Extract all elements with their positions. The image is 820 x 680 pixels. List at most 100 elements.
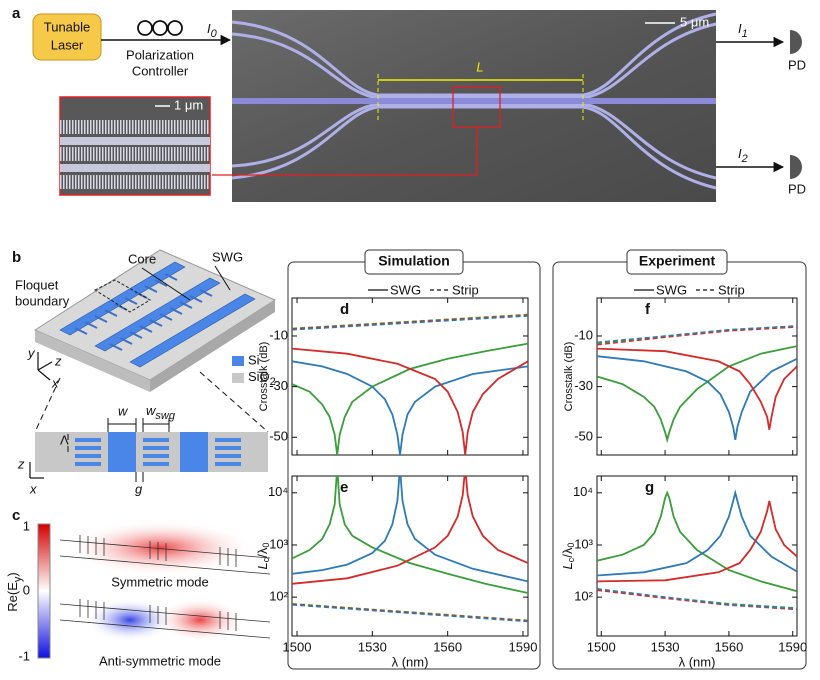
boundary-label: Floquet (15, 277, 59, 292)
series-line (597, 345, 797, 444)
y-tick-label: 10² (269, 589, 288, 604)
series-line (597, 489, 797, 577)
colorbar-end: ) (5, 572, 20, 576)
axis-label: z (54, 353, 62, 368)
y-tick-label: 10⁴ (573, 484, 593, 499)
colorbar (37, 523, 51, 659)
y-tick-label: -10 (574, 327, 593, 342)
panel-letter: a (12, 5, 21, 22)
legend-label: Strip (718, 282, 745, 297)
panel-letter: b (12, 249, 21, 266)
y-axis-label-part: c (261, 557, 271, 562)
mode-label: Symmetric mode (111, 574, 209, 589)
gap-label: g (135, 481, 143, 496)
series-line (597, 355, 797, 440)
detector (790, 155, 802, 179)
detector (790, 30, 802, 54)
x-tick-label: 1500 (587, 639, 616, 654)
y-axis-label: Crosstalk (dB) (563, 342, 575, 412)
series-line (597, 500, 797, 583)
y-tick-label: 10² (574, 589, 593, 604)
dimension-lines (67, 418, 170, 482)
y-axis-label-part: c (566, 557, 576, 562)
legend-swatch (232, 356, 244, 366)
y-axis-label-part: 0 (261, 543, 271, 548)
x-tick-label: 1500 (283, 639, 312, 654)
y-tick-label: -10 (269, 327, 288, 342)
series-line (292, 476, 528, 585)
y-tick-label: -30 (574, 378, 593, 393)
x-tick-label: 1530 (358, 639, 387, 654)
y-axis-label-part: L (255, 562, 270, 569)
zoom-connector (212, 127, 478, 176)
period-label: Λ (60, 432, 69, 447)
x-axis-label: λ (nm) (679, 654, 716, 669)
plot-area (291, 475, 529, 637)
dimension-label: wswg (146, 403, 176, 421)
dimension-sub: swg (155, 410, 175, 422)
cross-section-si (75, 432, 241, 472)
series-line (292, 476, 528, 594)
output-label: I2 (738, 146, 748, 164)
series-line (597, 325, 797, 343)
mode-field (65, 520, 255, 576)
y-tick-label: 10³ (269, 536, 288, 551)
laser-label: Laser (51, 37, 84, 52)
y-tick-label: -30 (269, 378, 288, 393)
scale-label: 1 μm (174, 97, 203, 112)
series-line (597, 588, 797, 610)
y-tick-label: -50 (269, 429, 288, 444)
axis-label: x (29, 481, 37, 496)
floquet-box (93, 279, 151, 313)
y-axis-label-part: 0 (566, 543, 576, 548)
mode-field (85, 598, 175, 642)
plot-lines (292, 313, 528, 455)
output-main: I (738, 146, 742, 161)
series-line (597, 326, 797, 346)
y-tick-label: -50 (574, 429, 593, 444)
y-axis-label-part: /λ (560, 547, 575, 558)
series-line (597, 589, 797, 611)
axis-label: y (27, 345, 36, 360)
plot-lines (292, 476, 528, 623)
dimension-main: w (146, 403, 157, 418)
x-tick-label: 1590 (509, 639, 538, 654)
colorbar-sub: y (12, 576, 24, 582)
zoom-line (199, 371, 269, 433)
output-main: I (738, 21, 742, 36)
panel-letter: f (645, 301, 651, 318)
length-label: L (476, 59, 483, 74)
y-axis-label: Lc/λ0 (255, 543, 271, 570)
series-line (292, 342, 528, 455)
y-axis-label: Crosstalk (dB) (258, 342, 270, 412)
mode-label: Anti-symmetric mode (99, 653, 221, 668)
mode-field (155, 598, 245, 642)
output-label: I1 (738, 21, 748, 39)
axis-label: z (17, 456, 25, 471)
panel-c: c 1 0 -1 Re(Ey) Symmetric mode Anti-symm… (5, 507, 271, 668)
pointer (214, 265, 231, 291)
series-line (597, 490, 797, 593)
axes-2d (29, 462, 44, 479)
colorbar-tick: 1 (23, 518, 30, 533)
x-tick-label: 1590 (778, 639, 807, 654)
panel-letter: d (340, 301, 349, 318)
input-sub: 0 (211, 28, 218, 40)
y-axis-label-part: /λ (255, 547, 270, 558)
boundary-label: boundary (15, 293, 70, 308)
laser-box (32, 13, 102, 61)
axes-3d (37, 352, 53, 381)
legend-swatch (232, 373, 244, 383)
panel-b: b Core SWG Floquet boundary y z x Si SiO… (12, 249, 277, 496)
substrate-side (150, 300, 275, 392)
x-tick-label: 1560 (433, 639, 462, 654)
series-line (292, 360, 528, 455)
axis-label: x (51, 375, 59, 390)
plot-area (291, 297, 529, 456)
colorbar-label: Re(Ey) (5, 572, 23, 611)
detector-label: PD (788, 57, 806, 72)
controller-label: Controller (132, 63, 189, 78)
panel-a: a Tunable Laser Polarization Controller … (12, 5, 806, 202)
legend-label: SiO2 (248, 369, 276, 387)
